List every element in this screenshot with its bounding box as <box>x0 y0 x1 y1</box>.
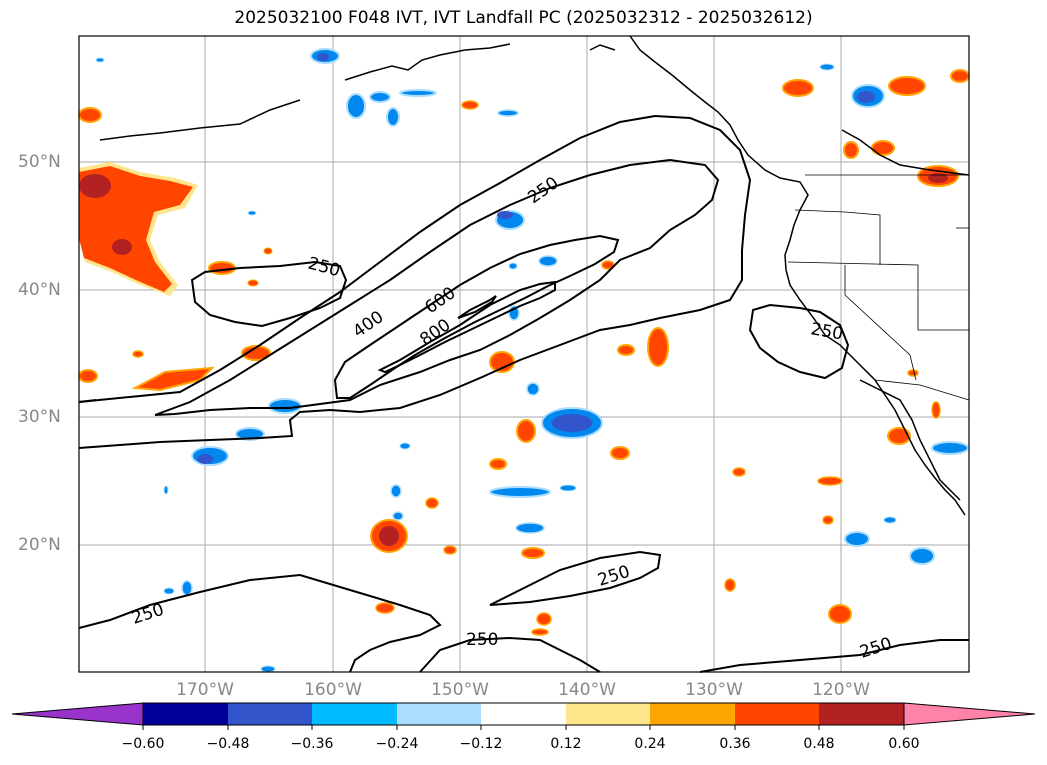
lon-label-170w: 170°W <box>176 680 234 700</box>
colorbar-tick-label: 0.12 <box>550 736 582 752</box>
lat-label-30n: 30°N <box>18 407 61 427</box>
state-borders <box>787 174 970 401</box>
lon-label-160w: 160°W <box>304 680 362 700</box>
colorbar-segment <box>735 703 819 725</box>
ivt-contours <box>78 114 969 673</box>
colorbar-segment <box>397 703 481 725</box>
colorbar-tick-label: −0.36 <box>290 736 334 752</box>
colorbar-tick-label: −0.24 <box>375 736 419 752</box>
colorbar-extend-high <box>903 702 1036 726</box>
colorbar-tick-label: 0.24 <box>634 736 666 752</box>
colorbar-segment <box>228 703 312 725</box>
map-background <box>79 36 969 672</box>
colorbar-segment <box>566 703 650 725</box>
colorbar-tick-label: 0.36 <box>719 736 751 752</box>
lon-label-120w: 120°W <box>812 680 870 700</box>
colorbar-segment <box>481 703 566 725</box>
colorbar-segment <box>143 703 228 725</box>
colorbar-tick-label: −0.12 <box>459 736 503 752</box>
lat-label-50n: 50°N <box>18 152 61 172</box>
positive-anomaly-patches <box>78 69 970 636</box>
colorbar <box>11 702 1036 730</box>
negative-anomaly-patches <box>95 48 969 673</box>
lon-label-130w: 130°W <box>685 680 743 700</box>
lon-label-140w: 140°W <box>558 680 616 700</box>
lon-label-150w: 150°W <box>431 680 489 700</box>
lat-label-40n: 40°N <box>18 280 61 300</box>
colorbar-segment <box>650 703 735 725</box>
coastlines <box>99 35 970 516</box>
colorbar-segment <box>312 703 397 725</box>
colorbar-tick-label: −0.60 <box>121 736 165 752</box>
map-frame <box>78 35 970 673</box>
colorbar-segment <box>819 703 904 725</box>
contour-label-250-f: 250 <box>466 630 498 650</box>
map-title: 2025032100 F048 IVT, IVT Landfall PC (20… <box>234 8 813 28</box>
lat-label-20n: 20°N <box>18 535 61 555</box>
gridlines <box>79 36 969 672</box>
colorbar-tick-label: −0.48 <box>206 736 250 752</box>
colorbar-tick-label: 0.48 <box>803 736 835 752</box>
colorbar-extend-low <box>11 702 144 726</box>
colorbar-tick-label: 0.60 <box>888 736 920 752</box>
